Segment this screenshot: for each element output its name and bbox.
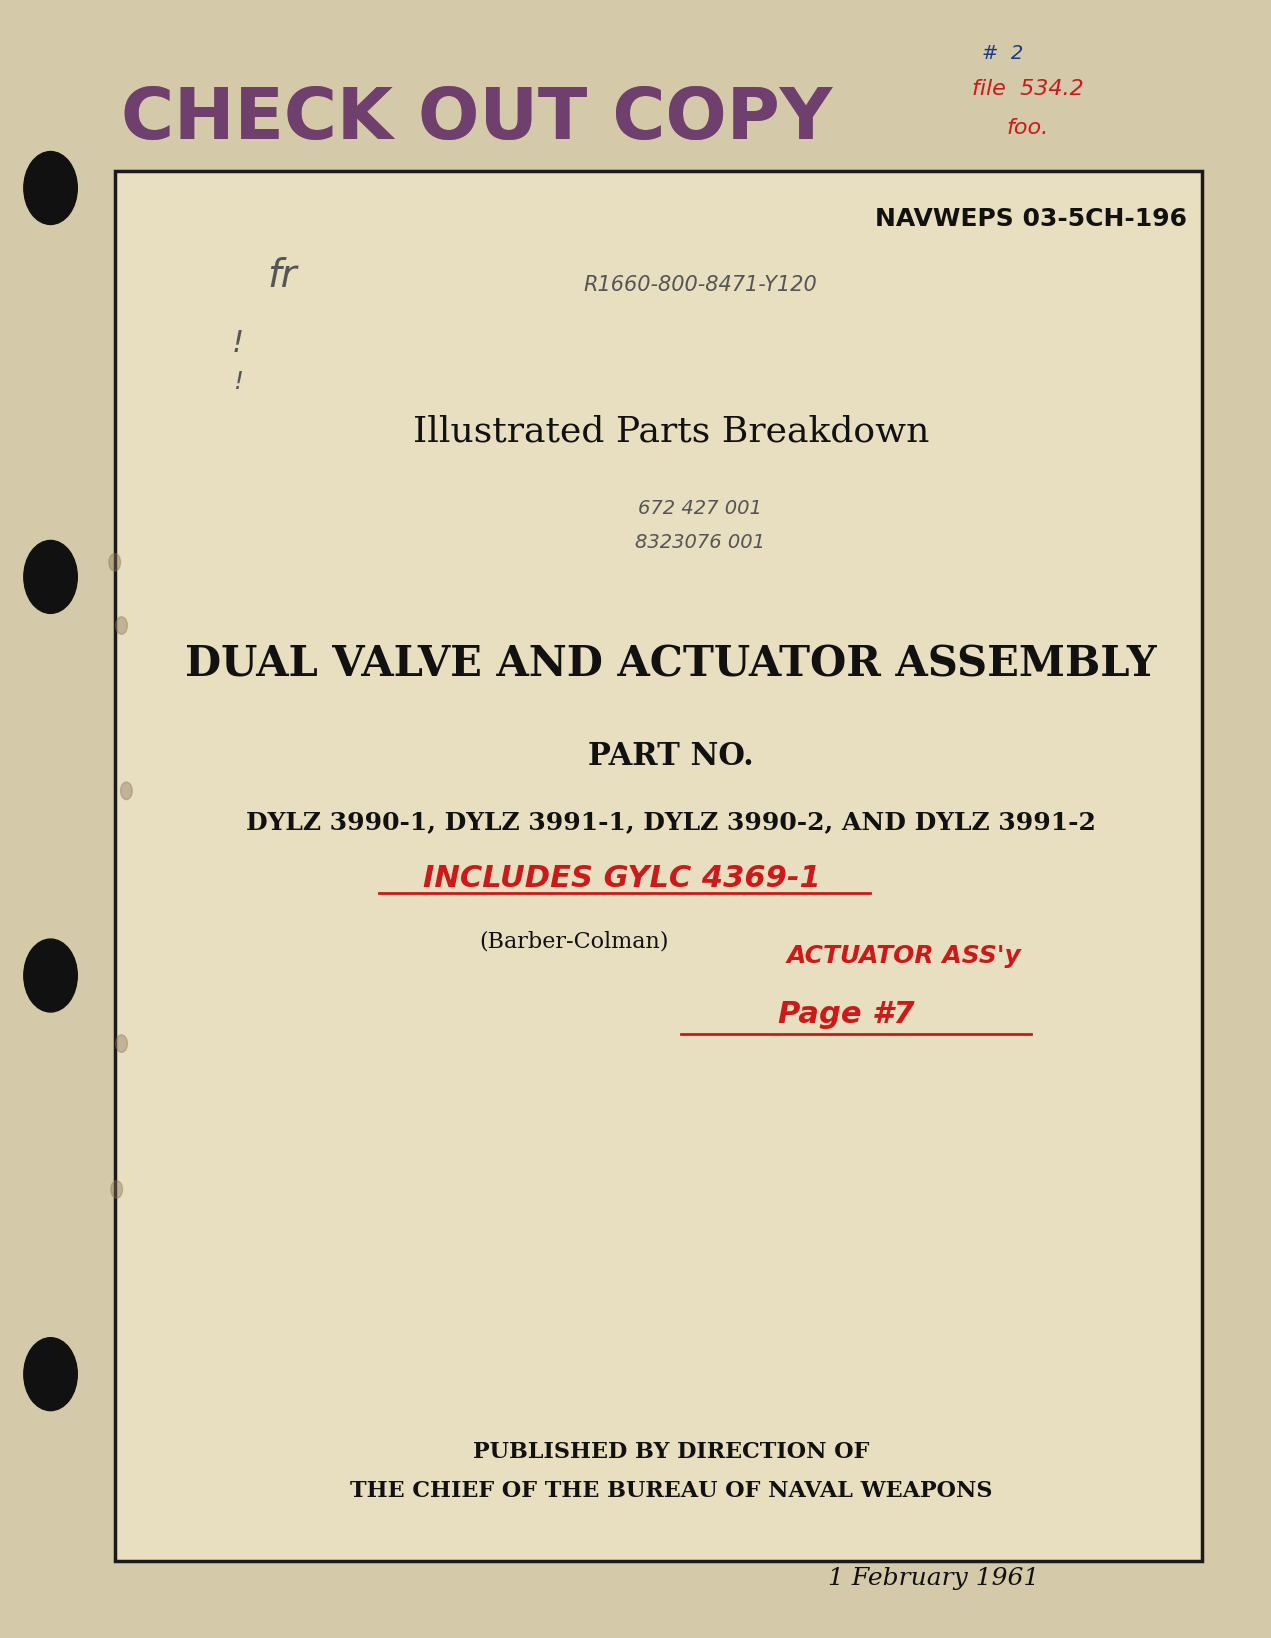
Text: CHECK OUT COPY: CHECK OUT COPY — [121, 85, 833, 154]
Text: !: ! — [233, 329, 244, 359]
Ellipse shape — [121, 781, 132, 799]
Text: R1660-800-8471-Y120: R1660-800-8471-Y120 — [583, 275, 817, 295]
Text: PART NO.: PART NO. — [588, 742, 754, 771]
Text: NAVWEPS 03-5CH-196: NAVWEPS 03-5CH-196 — [874, 206, 1187, 231]
Ellipse shape — [24, 152, 78, 224]
Ellipse shape — [24, 541, 78, 613]
Bar — [114, 170, 1201, 1561]
Text: fr: fr — [267, 257, 296, 295]
Text: file  534.2: file 534.2 — [972, 79, 1084, 98]
Text: 672 427 001: 672 427 001 — [638, 500, 761, 518]
Text: PUBLISHED BY DIRECTION OF: PUBLISHED BY DIRECTION OF — [473, 1441, 869, 1463]
Text: 1 February 1961: 1 February 1961 — [827, 1568, 1038, 1590]
Text: foo.: foo. — [1007, 118, 1049, 138]
Text: DUAL VALVE AND ACTUATOR ASSEMBLY: DUAL VALVE AND ACTUATOR ASSEMBLY — [186, 644, 1157, 685]
Text: DYLZ 3990-1, DYLZ 3991-1, DYLZ 3990-2, AND DYLZ 3991-2: DYLZ 3990-1, DYLZ 3991-1, DYLZ 3990-2, A… — [245, 809, 1096, 834]
Ellipse shape — [116, 618, 127, 634]
Ellipse shape — [24, 939, 78, 1012]
Text: ACTUATOR ASS'y: ACTUATOR ASS'y — [787, 943, 1022, 968]
Text: THE CHIEF OF THE BUREAU OF NAVAL WEAPONS: THE CHIEF OF THE BUREAU OF NAVAL WEAPONS — [350, 1479, 993, 1502]
Text: 8323076 001: 8323076 001 — [636, 534, 765, 552]
Text: (Barber-Colman): (Barber-Colman) — [479, 930, 669, 953]
Ellipse shape — [116, 1035, 127, 1052]
Text: CHECK OUT COPY: CHECK OUT COPY — [121, 85, 833, 154]
Text: #  2: # 2 — [982, 44, 1023, 64]
Text: Illustrated Parts Breakdown: Illustrated Parts Breakdown — [413, 414, 929, 449]
Text: INCLUDES GYLC 4369-1: INCLUDES GYLC 4369-1 — [423, 863, 821, 893]
Ellipse shape — [111, 1181, 122, 1197]
Text: !: ! — [233, 370, 243, 395]
Text: Page #7: Page #7 — [778, 999, 914, 1029]
Ellipse shape — [24, 1338, 78, 1410]
Ellipse shape — [109, 554, 121, 572]
